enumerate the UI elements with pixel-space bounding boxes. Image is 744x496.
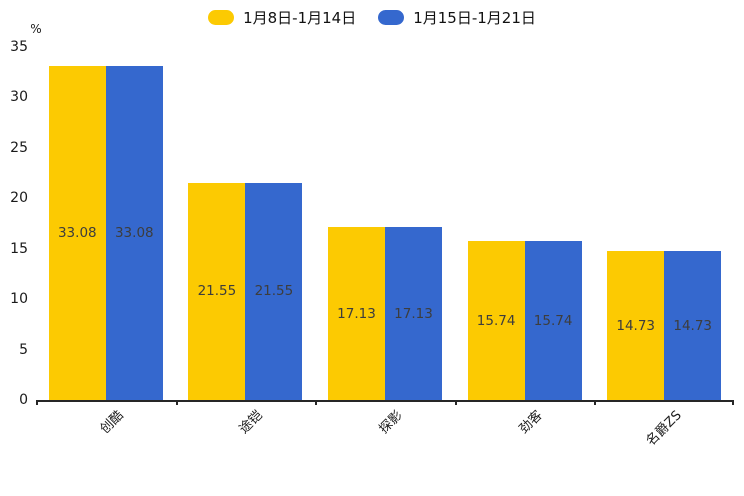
y-tick-label: 15 [10, 240, 28, 257]
x-axis-tick [732, 400, 734, 405]
x-axis-tick [454, 400, 457, 405]
y-tick-label: 0 [19, 392, 28, 408]
legend-label: 1月8日-1月14日 [243, 9, 357, 27]
bar-劲客-series-0[interactable] [467, 241, 525, 400]
legend-swatch-icon [208, 10, 235, 25]
bar-value-label: 21.55 [197, 283, 237, 300]
bar-value-label: 17.13 [394, 305, 433, 322]
x-category-label: 名爵ZS [643, 408, 685, 450]
legend-swatch-icon [378, 10, 405, 25]
x-axis-tick [175, 400, 178, 405]
bar-途铠-series-0[interactable] [188, 182, 246, 400]
bar-value-label: 14.73 [673, 317, 713, 334]
bar-value-label: 33.08 [114, 225, 154, 242]
bar-value-label: 21.55 [254, 283, 294, 300]
bar-途铠-series-1[interactable] [245, 182, 303, 400]
y-tick-label: 35 [10, 39, 28, 55]
bar-探影-series-1[interactable] [385, 227, 442, 400]
bar-value-label: 33.08 [57, 225, 97, 242]
bar-名爵ZS-series-0[interactable] [607, 251, 665, 400]
bar-value-label: 14.73 [616, 317, 656, 334]
bar-劲客-series-1[interactable] [524, 241, 582, 400]
bar-value-label: 17.13 [337, 305, 376, 322]
y-tick-label: 5 [19, 341, 28, 358]
y-tick-label: 10 [10, 291, 28, 308]
bar-创酷-series-0[interactable] [48, 66, 106, 400]
x-category-label: 创酷 [97, 408, 127, 438]
y-axis-unit-label: % [30, 22, 42, 36]
x-axis-tick [36, 400, 38, 405]
legend-label: 1月15日-1月21日 [413, 9, 536, 27]
x-category-label: 探影 [376, 408, 406, 438]
y-tick-label: 20 [10, 190, 28, 207]
y-tick-label: 25 [10, 139, 28, 156]
legend-item-0[interactable]: 1月8日-1月14日 [208, 7, 356, 28]
chart-legend: 1月8日-1月14日 1月15日-1月21日 [0, 7, 744, 28]
bar-创酷-series-1[interactable] [105, 66, 163, 400]
bar-名爵ZS-series-1[interactable] [664, 251, 722, 400]
x-category-label: 途铠 [237, 408, 267, 438]
legend-item-1[interactable]: 1月15日-1月21日 [378, 7, 536, 28]
x-axis-tick [315, 400, 318, 405]
x-axis-line [36, 400, 734, 402]
x-axis-tick [594, 400, 597, 405]
y-tick-label: 30 [10, 89, 28, 106]
bar-探影-series-0[interactable] [328, 227, 385, 400]
x-category-label: 劲客 [516, 408, 546, 438]
bar-value-label: 15.74 [533, 312, 573, 329]
bar-value-label: 15.74 [476, 312, 516, 329]
